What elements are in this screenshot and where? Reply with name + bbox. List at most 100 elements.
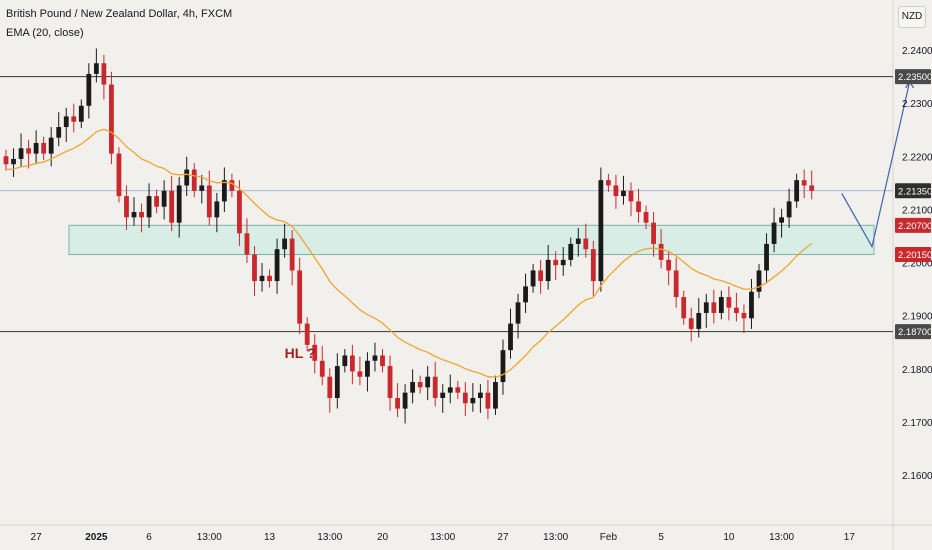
candle-body — [146, 196, 152, 218]
candle-body — [432, 376, 438, 398]
candle-body — [613, 185, 619, 197]
candle-body — [349, 355, 355, 372]
candle-body — [508, 323, 513, 351]
candle-body — [304, 323, 310, 345]
candle-body — [696, 312, 702, 329]
demand-zone[interactable] — [68, 224, 875, 256]
candle-body — [169, 190, 175, 223]
candle-body — [334, 366, 340, 398]
candle-body — [259, 275, 265, 282]
annotation-label: HL ? — [285, 345, 316, 361]
candle-body — [33, 142, 39, 154]
y-tick-label: 2.16000 — [902, 471, 932, 482]
y-tick-label: 2.17000 — [902, 418, 932, 429]
x-tick-label: Feb — [600, 532, 618, 543]
candle-body — [530, 270, 536, 287]
candle-body — [545, 259, 551, 282]
candle-body — [726, 297, 732, 308]
candle-body — [191, 169, 197, 191]
y-tick-label: 2.19000 — [902, 312, 932, 323]
candle-body — [447, 387, 453, 393]
currency-button[interactable]: NZD — [898, 6, 926, 28]
price-tag-label: 2.20700 — [898, 221, 932, 232]
projection-path[interactable] — [841, 81, 911, 249]
candle-body — [749, 291, 754, 319]
candle-body — [575, 238, 581, 244]
candle-body — [718, 297, 724, 313]
candle-body — [568, 243, 574, 260]
candle-body — [56, 127, 62, 138]
candle-body — [18, 148, 24, 159]
candle-body — [86, 73, 92, 106]
x-tick-label: 27 — [31, 532, 43, 543]
candle-body — [621, 190, 626, 197]
x-tick-label: 13:00 — [317, 532, 342, 543]
candle-body — [221, 180, 227, 202]
candle-body — [688, 318, 694, 329]
candle-body — [673, 270, 679, 298]
candle-body — [523, 286, 528, 303]
price-tag — [895, 69, 931, 85]
candle-body — [267, 275, 272, 282]
candle-body — [327, 376, 333, 398]
candle-body — [553, 259, 559, 266]
candle-body — [598, 180, 604, 282]
candle-body — [161, 190, 167, 207]
candle-body — [741, 312, 747, 319]
x-tick-label: 13:00 — [769, 532, 794, 543]
y-tick-label: 2.24000 — [902, 46, 932, 57]
price-tag-label: 2.18700 — [898, 327, 932, 338]
x-tick-label: 2025 — [85, 532, 108, 543]
y-tick-label: 2.18000 — [902, 365, 932, 376]
candle-body — [485, 392, 491, 409]
candle-body — [26, 148, 31, 154]
candle-body — [410, 382, 416, 393]
candle-body — [462, 392, 468, 404]
candle-body — [274, 249, 280, 282]
chart-title: British Pound / New Zealand Dollar, 4h, … — [6, 8, 233, 20]
candle-body — [101, 63, 107, 85]
candle-body — [643, 212, 649, 223]
candle-body — [380, 355, 385, 367]
candle-body — [455, 387, 461, 393]
x-tick-label: 13:00 — [197, 532, 222, 543]
x-tick-label: 10 — [723, 532, 735, 543]
candle-body — [206, 185, 212, 218]
candle-body — [214, 201, 220, 218]
candle-body — [297, 270, 303, 324]
y-tick-label: 2.23000 — [902, 99, 932, 110]
candle-body — [734, 307, 739, 313]
candle-body — [387, 366, 393, 398]
candle-body — [636, 201, 641, 213]
candle-body — [779, 217, 784, 223]
candle-body — [666, 259, 672, 271]
x-tick-label: 13:00 — [543, 532, 568, 543]
candle-body — [282, 238, 288, 250]
candle-body — [237, 190, 242, 234]
candle-body — [477, 392, 483, 398]
y-tick-label: 2.22000 — [902, 152, 932, 163]
price-tag — [895, 183, 931, 199]
candle-body — [801, 180, 807, 186]
x-tick-label: 13 — [264, 532, 276, 543]
candle-body — [794, 180, 800, 202]
candle-body — [365, 360, 370, 377]
candle-body — [252, 254, 257, 282]
price-tag — [895, 324, 931, 340]
candle-body — [154, 196, 159, 207]
candle-body — [756, 270, 762, 292]
candle-body — [500, 350, 506, 383]
candle-body — [199, 185, 205, 191]
candle-body — [681, 297, 687, 319]
x-tick-label: 5 — [658, 532, 664, 543]
indicator-label[interactable]: EMA (20, close) — [6, 27, 84, 39]
price-tag — [895, 247, 931, 263]
candle-body — [493, 382, 498, 409]
candle-body — [71, 116, 77, 122]
y-tick-label: 2.21000 — [902, 205, 932, 216]
candle-body — [395, 397, 400, 409]
candle-body — [417, 382, 423, 388]
candle-body — [93, 63, 99, 74]
y-tick-label: 2.20000 — [902, 259, 932, 270]
